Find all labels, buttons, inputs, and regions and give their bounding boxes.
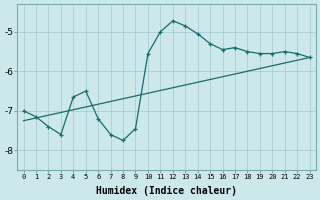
X-axis label: Humidex (Indice chaleur): Humidex (Indice chaleur)	[96, 186, 237, 196]
